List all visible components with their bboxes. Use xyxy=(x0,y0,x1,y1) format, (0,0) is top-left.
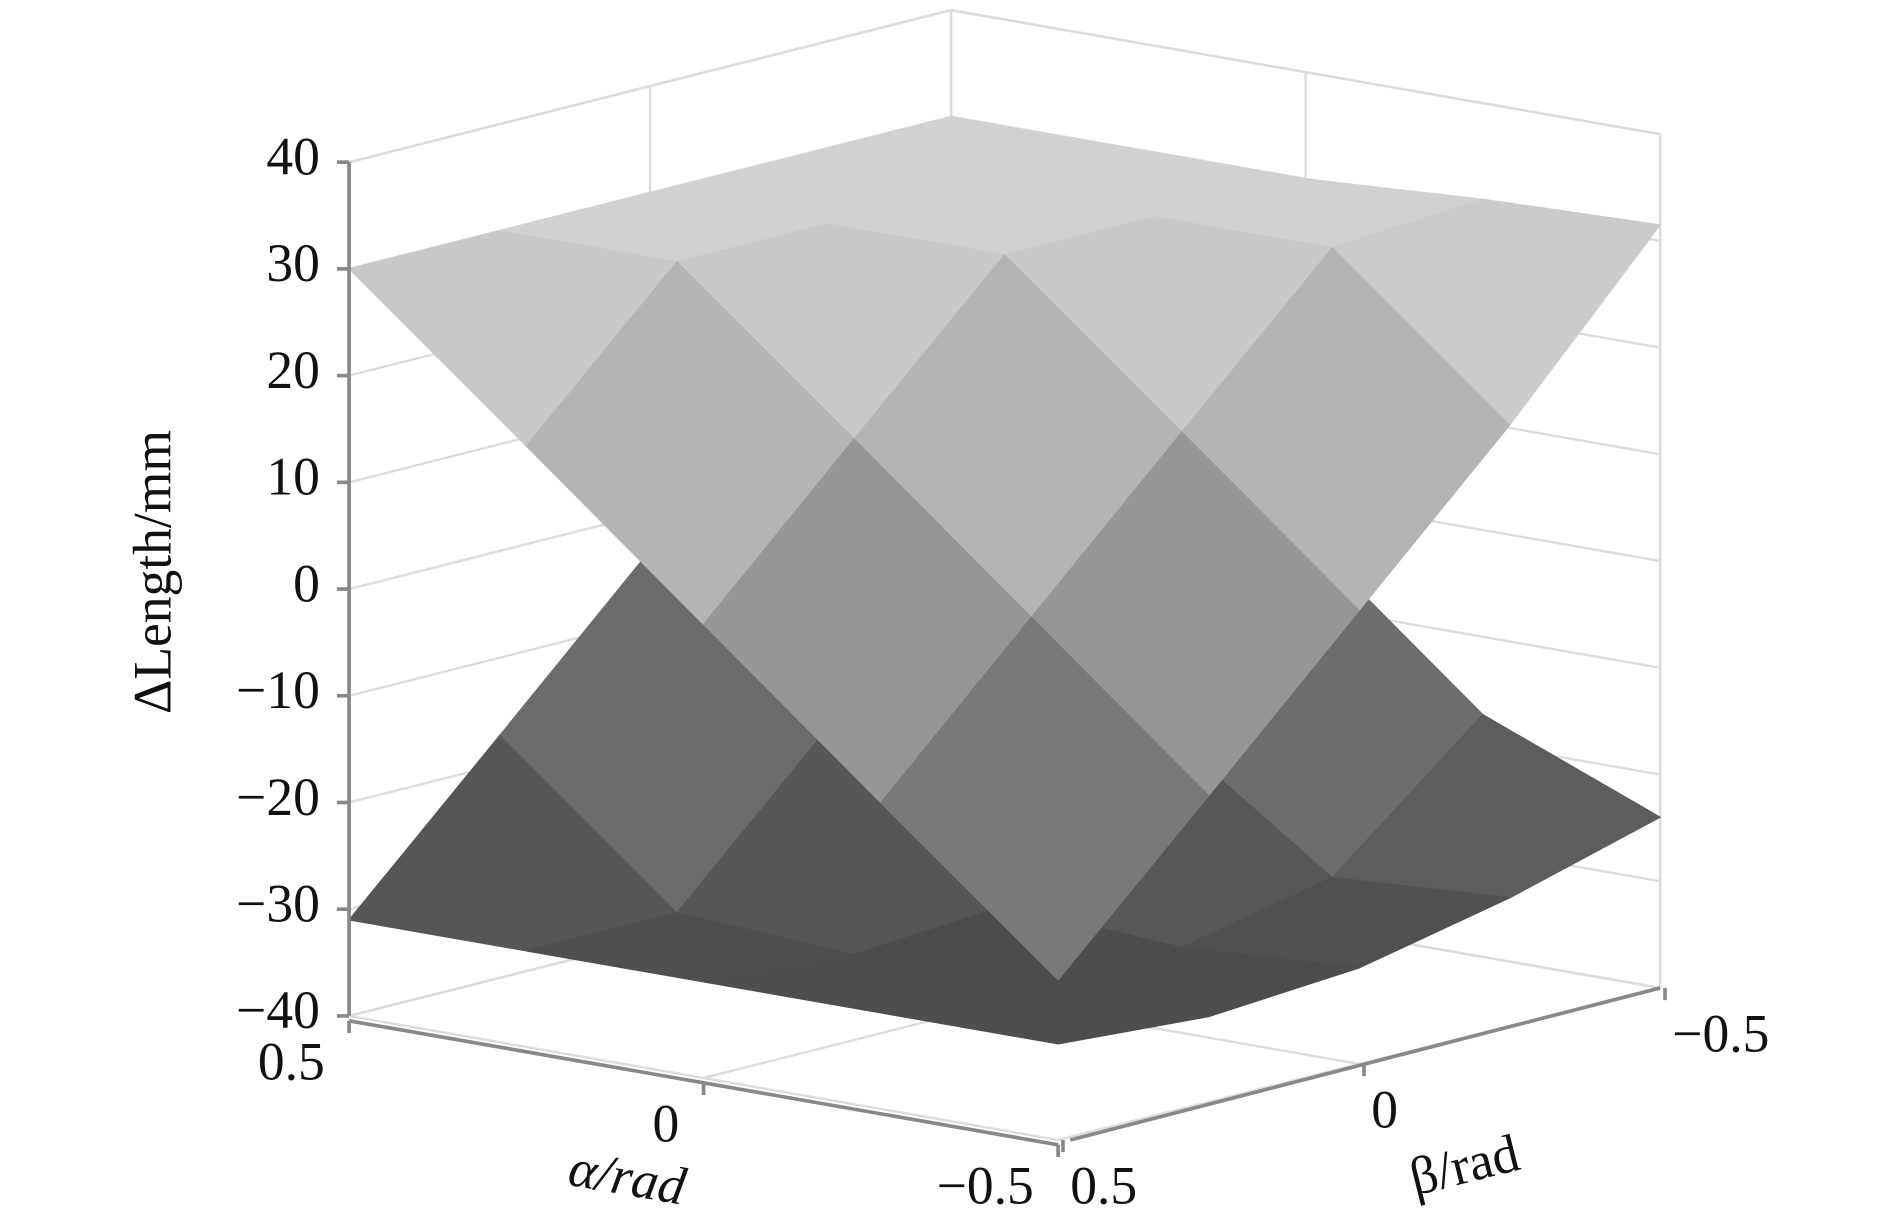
grid-line xyxy=(348,1014,1059,1142)
surfaces xyxy=(347,116,1662,1045)
surface-patch xyxy=(880,616,1210,981)
z-tick-label: 0 xyxy=(293,553,320,613)
axes: −40 −30 −20 −10 0 10 20 30 40 0.5 0 −0.5 0.5 0 −0.5 xyxy=(236,126,1769,1215)
z-tick-label: −30 xyxy=(236,873,320,933)
z-tick-label: 20 xyxy=(266,340,320,400)
z-tick-label: −40 xyxy=(236,980,320,1040)
z-tick-label: 40 xyxy=(266,126,320,186)
z-tick-label: −20 xyxy=(236,767,320,827)
x-tick-label: 0.5 xyxy=(258,1031,325,1091)
y-tick-label: 0 xyxy=(1371,1079,1398,1139)
z-axis-label: ΔLength/mm xyxy=(122,430,182,714)
y-tick-label: −0.5 xyxy=(1672,1003,1769,1063)
z-tick-label: 10 xyxy=(266,447,320,507)
x-tick-label: 0 xyxy=(653,1093,680,1153)
y-tick-label: 0.5 xyxy=(1070,1155,1137,1215)
z-tick-label: −10 xyxy=(236,660,320,720)
x-tick-label: −0.5 xyxy=(937,1155,1034,1215)
y-axis-label: β/rad xyxy=(1403,1122,1525,1207)
z-tick-label: 30 xyxy=(266,233,320,293)
surface-patch xyxy=(880,995,1209,1045)
